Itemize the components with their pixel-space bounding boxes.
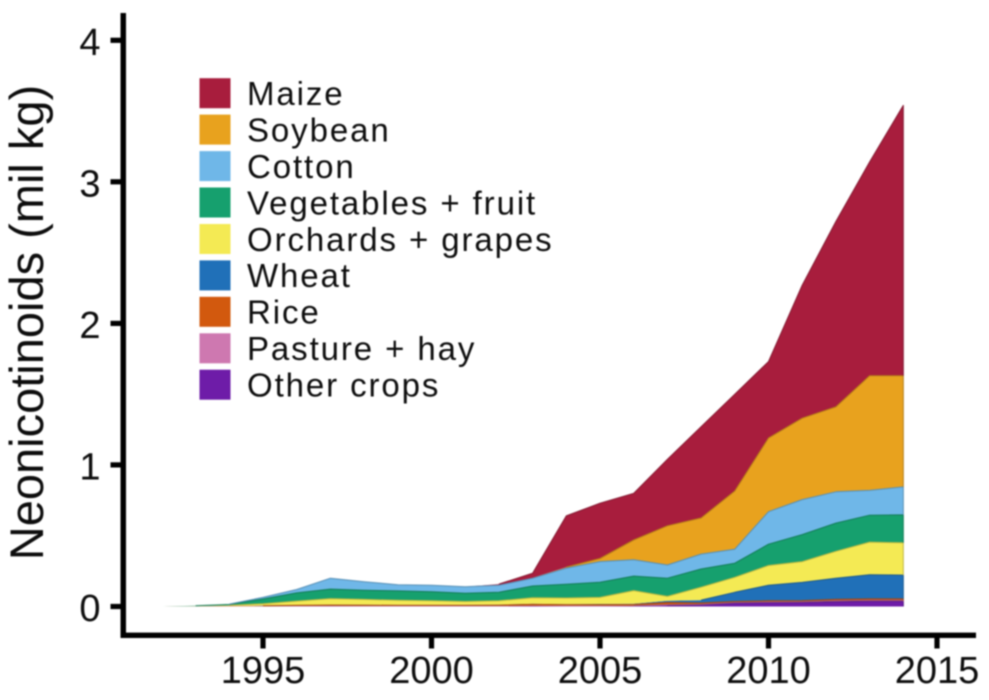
svg-text:3: 3 [79, 163, 100, 205]
svg-text:1995: 1995 [221, 650, 306, 692]
svg-text:Other crops: Other crops [247, 367, 440, 404]
svg-text:Soybean: Soybean [247, 111, 391, 148]
svg-text:Rice: Rice [247, 294, 321, 331]
svg-text:4: 4 [79, 22, 100, 64]
svg-text:2: 2 [79, 305, 100, 347]
svg-text:Maize: Maize [247, 75, 345, 112]
svg-text:2015: 2015 [895, 650, 980, 692]
svg-text:Pasture + hay: Pasture + hay [247, 330, 476, 367]
svg-text:Vegetables + fruit: Vegetables + fruit [247, 184, 537, 221]
svg-text:2010: 2010 [726, 650, 811, 692]
svg-text:Orchards + grapes: Orchards + grapes [247, 221, 554, 258]
svg-text:2000: 2000 [389, 650, 474, 692]
svg-text:Cotton: Cotton [247, 148, 356, 185]
svg-text:Wheat: Wheat [247, 257, 352, 294]
svg-text:Neonicotinoids (mil kg): Neonicotinoids (mil kg) [0, 85, 53, 560]
svg-text:1: 1 [79, 447, 100, 489]
svg-text:0: 0 [79, 588, 100, 630]
svg-text:2005: 2005 [558, 650, 643, 692]
